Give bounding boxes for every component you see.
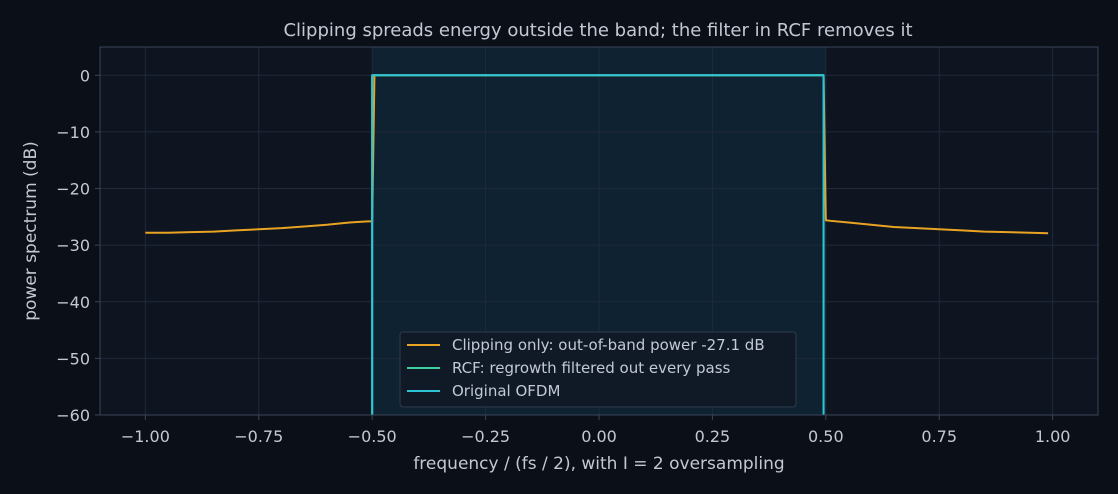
- x-tick-label: 1.00: [1035, 427, 1071, 446]
- legend-label-rcf: RCF: regrowth filtered out every pass: [452, 359, 731, 377]
- x-tick-label: 0.00: [581, 427, 617, 446]
- y-tick-label: −40: [56, 293, 90, 312]
- y-tick-label: −30: [56, 236, 90, 255]
- x-axis-ticks: −1.00 −0.75 −0.50 −0.25 0.00 0.25 0.50 0.75 1.00: [121, 415, 1071, 446]
- plot-frame: [99, 46, 1099, 416]
- y-tick-label: −20: [56, 180, 90, 199]
- x-tick-label: 0.75: [921, 427, 957, 446]
- x-tick-label: 0.50: [808, 427, 844, 446]
- x-tick-label: −0.25: [461, 427, 510, 446]
- series-line-original: [371, 74, 825, 415]
- x-axis-title: frequency / (fs / 2), with I = 2 oversam…: [413, 454, 784, 474]
- y-tick-label: −50: [56, 349, 90, 368]
- y-axis-title: power spectrum (dB): [21, 141, 41, 321]
- chart-title: Clipping spreads energy outside the band…: [283, 20, 912, 41]
- x-tick-label: −1.00: [121, 427, 170, 446]
- legend-box: [399, 331, 797, 408]
- series-lines: [145, 74, 1049, 415]
- y-axis-ticks: 0 −10 −20 −30 −40 −50 −60: [56, 66, 100, 425]
- x-tick-label: −0.50: [348, 427, 397, 446]
- legend-label-original: Original OFDM: [452, 382, 560, 400]
- y-tick-label: −60: [56, 406, 90, 425]
- y-tick-label: 0: [80, 66, 90, 85]
- legend: Clipping only: out-of-band power -27.1 d…: [399, 331, 797, 408]
- legend-label-clipping: Clipping only: out-of-band power -27.1 d…: [452, 336, 765, 354]
- x-tick-label: −0.75: [234, 427, 283, 446]
- x-tick-label: 0.25: [695, 427, 731, 446]
- y-tick-label: −10: [56, 123, 90, 142]
